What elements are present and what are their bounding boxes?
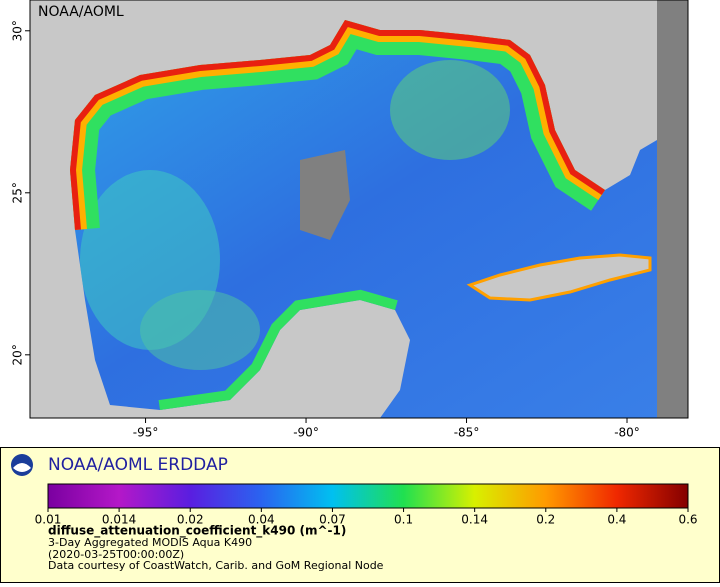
x-tick-label: -80° <box>614 426 640 440</box>
colorbar-tick-label: 0.014 <box>102 513 136 527</box>
x-tick-label: -90° <box>293 426 319 440</box>
legend-line: 3-Day Aggregated MODIS Aqua K490 <box>48 536 252 549</box>
colorbar-tick-label: 0.4 <box>607 513 626 527</box>
colorbar-tick-label: 0.6 <box>678 513 697 527</box>
colorbar-tick-label: 0.1 <box>394 513 413 527</box>
legend-line: (2020-03-25T00:00:00Z) <box>48 548 184 561</box>
x-tick-label: -85° <box>454 426 480 440</box>
variable-name: diffuse_attenuation_coefficient_k490 (m^… <box>48 524 346 539</box>
y-tick-label: 25° <box>11 182 25 203</box>
y-tick-label: 30° <box>11 20 25 41</box>
y-tick-label: 20° <box>11 344 25 365</box>
map-frame <box>29 0 689 419</box>
no-data-strip <box>657 0 688 418</box>
legend-line: Data courtesy of CoastWatch, Carib. and … <box>48 559 384 572</box>
colorbar-tick-label: 0.04 <box>248 513 275 527</box>
cuba <box>466 253 652 302</box>
noaa-logo-wave <box>13 463 31 472</box>
x-tick-label: -95° <box>133 426 159 440</box>
colorbar <box>47 483 689 509</box>
watermark: NOAA/AOML <box>38 4 124 20</box>
colorbar-tick-label: 0.14 <box>461 513 488 527</box>
colorbar-tick-label: 0.2 <box>536 513 555 527</box>
colorbar-tick-label: 0.01 <box>35 513 62 527</box>
legend-title: NOAA/AOML ERDDAP <box>48 455 228 475</box>
colorbar-tick-label: 0.02 <box>177 513 204 527</box>
colorbar-tick-label: 0.07 <box>319 513 346 527</box>
